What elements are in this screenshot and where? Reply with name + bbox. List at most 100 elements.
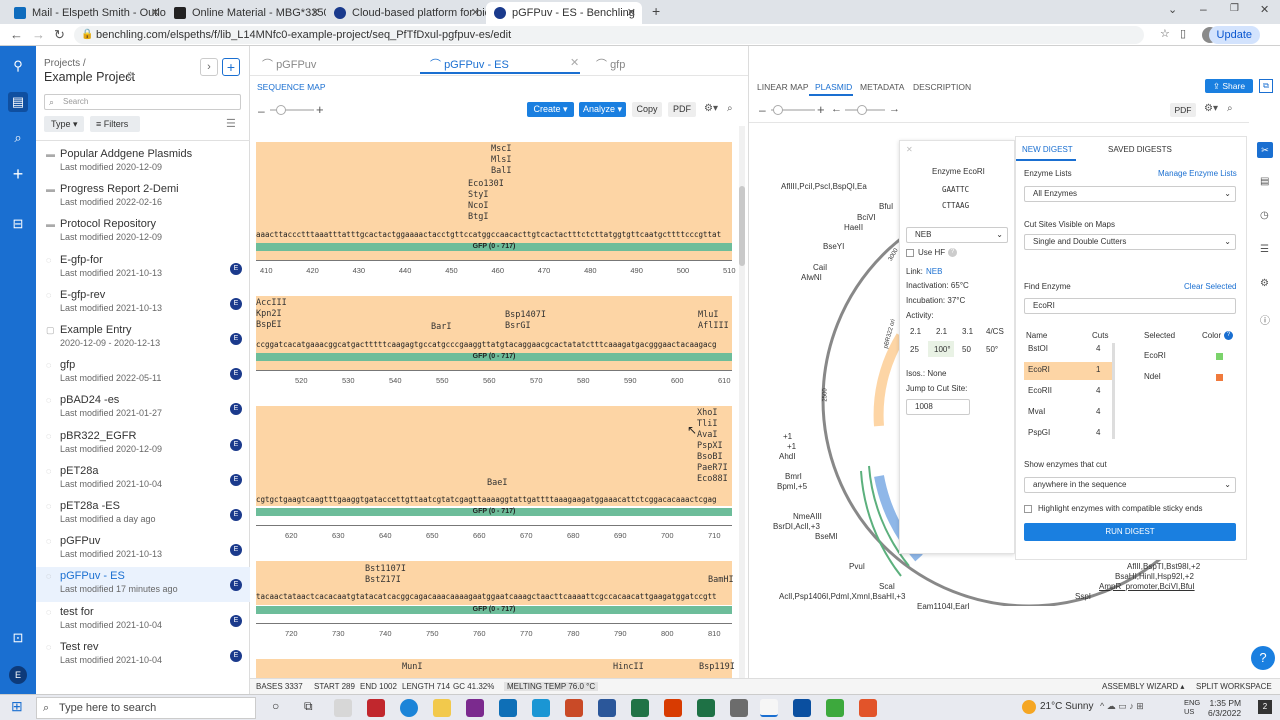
settings-icon[interactable]: ⚙ <box>1260 278 1269 289</box>
enzyme-labels[interactable]: HincII <box>613 662 644 672</box>
skype-icon[interactable] <box>532 699 550 717</box>
onenote-icon[interactable] <box>466 699 484 717</box>
url-field[interactable]: 🔒 benchling.com/elspeths/f/lib_L14MNfc0-… <box>74 26 1144 44</box>
projects-icon[interactable]: ▤ <box>8 92 28 112</box>
rotation-slider-handle[interactable] <box>857 105 867 115</box>
list-icon[interactable]: ▤ <box>1260 176 1270 187</box>
close-icon[interactable]: ✕ <box>310 7 320 19</box>
project-list-item[interactable]: ◌ pGFPuv Last modified 2021-10-13 E <box>36 532 250 567</box>
enzyme-cut-label[interactable]: NmeAIII <box>793 512 822 521</box>
enzyme-labels[interactable]: BamHI <box>708 575 734 585</box>
project-list-item[interactable]: ◌ Test rev Last modified 2021-10-04 E <box>36 638 250 673</box>
digest-icon[interactable]: ✂ <box>1257 142 1273 158</box>
entry-badge[interactable]: E <box>230 333 242 345</box>
create-button[interactable]: Create ▾ <box>527 102 574 117</box>
project-list-item[interactable]: ◌ gfp Last modified 2022-05-11 E <box>36 356 250 391</box>
maximize-icon[interactable]: ❐ <box>1230 3 1239 14</box>
ori-feature[interactable] <box>873 333 906 427</box>
help-icon[interactable]: ? <box>1224 331 1233 340</box>
enzyme-cut-label[interactable]: AflIII,PciI,PscI,BspQI,Ea <box>781 182 867 191</box>
highlight-checkbox[interactable] <box>1024 505 1032 513</box>
project-list-item[interactable]: ▬ Popular Addgene Plasmids Last modified 2… <box>36 145 250 180</box>
enzyme-cut-label[interactable]: BseYI <box>823 242 845 251</box>
enzyme-labels[interactable]: AccIII Kpn2I BspEI <box>256 298 287 330</box>
benchling-logo-icon[interactable]: ⚲ <box>13 58 23 73</box>
enzyme-list-select[interactable]: All Enzymes ⌄ <box>1024 186 1236 202</box>
zoom-out-icon[interactable]: – <box>258 104 265 118</box>
enzyme-row[interactable]: PspGI 4 <box>1024 425 1112 443</box>
apps-icon[interactable]: ⊡ <box>12 630 24 645</box>
help-chat-button[interactable]: ? <box>1251 646 1275 670</box>
search-icon[interactable]: ⌕ <box>727 103 733 114</box>
entry-badge[interactable]: E <box>230 403 242 416</box>
assembly-wizard-button[interactable]: ASSEMBLY WIZARD ▴ <box>1102 682 1185 691</box>
project-list-item[interactable]: ▬ Progress Report 2-Demi Last modified 202… <box>36 180 250 215</box>
tab-pgfpuv-es[interactable]: ⌒ pGFPuv - ES <box>430 59 509 71</box>
chrome-icon[interactable] <box>760 699 778 717</box>
manage-enzyme-lists-link[interactable]: Manage Enzyme Lists <box>1158 169 1237 178</box>
word-icon[interactable] <box>598 699 616 717</box>
taskbar-search-input[interactable]: ⌕ Type here to search <box>36 697 256 719</box>
windows-start-icon[interactable]: ⊞ <box>11 698 23 714</box>
zoom-slider[interactable] <box>771 109 815 111</box>
tab-saved-digests[interactable]: SAVED DIGESTS <box>1108 145 1172 154</box>
inbox-icon[interactable]: ⊟ <box>12 216 24 231</box>
sequence-bases[interactable]: tacaactataactcacacaatgtatacatcacggcagaca… <box>256 592 717 601</box>
lang-indicator[interactable]: ENG US <box>1184 698 1200 716</box>
sidepanel-icon[interactable]: ▯ <box>1180 28 1187 40</box>
clock[interactable]: 1:35 PM 6/3/2022 <box>1208 698 1241 718</box>
zoom-slider[interactable] <box>270 109 314 111</box>
close-icon[interactable]: ✕ <box>470 7 480 19</box>
sequence-bases[interactable]: cgtgctgaagtcaagtttgaaggtgataccettgttaatc… <box>256 495 717 504</box>
update-button[interactable]: Update <box>1208 26 1260 44</box>
enzyme-cut-label[interactable]: BseMI <box>815 532 838 541</box>
project-list-item[interactable]: ▬ Protocol Repository Last modified 2020-1… <box>36 215 250 250</box>
scrollbar[interactable] <box>739 126 745 686</box>
tab-new-digest[interactable]: NEW DIGEST <box>1022 145 1073 154</box>
task-view-icon[interactable]: ⧉ <box>304 699 313 713</box>
gfp-feature-bar[interactable]: GFP (0 - 717) <box>256 243 732 251</box>
project-list-item[interactable]: ◌ test for Last modified 2021-10-04 E <box>36 603 250 638</box>
create-icon[interactable]: + <box>12 164 24 184</box>
pdf-icon[interactable] <box>664 699 682 717</box>
media-player-icon[interactable] <box>334 699 352 717</box>
search-input[interactable]: ⌕ Search <box>44 94 241 110</box>
edge-icon[interactable] <box>400 699 418 717</box>
info-icon[interactable]: ⓘ <box>1260 316 1270 327</box>
sort-icon[interactable]: ☰ <box>226 118 236 130</box>
camtasia-icon[interactable] <box>826 699 844 717</box>
new-tab-icon[interactable]: + <box>652 3 661 19</box>
analyze-button[interactable]: Analyze ▾ <box>579 102 626 117</box>
project-list-item[interactable]: ◌ pET28a Last modified 2021-10-04 E <box>36 462 250 497</box>
zoom-app-icon[interactable] <box>793 699 811 717</box>
color-swatch[interactable] <box>1216 374 1223 381</box>
tab-gfp[interactable]: ⌒ gfp <box>596 59 626 71</box>
history-icon[interactable]: ◷ <box>1260 210 1269 221</box>
entry-badge[interactable]: E <box>230 544 242 557</box>
add-button[interactable]: + <box>222 58 240 76</box>
jump-input[interactable]: 1008 <box>906 399 970 415</box>
enzyme-labels[interactable]: BaeI <box>487 478 508 488</box>
expand-icon[interactable]: › <box>200 58 218 76</box>
settings-icon[interactable]: ⚙▾ <box>704 103 718 114</box>
run-digest-button[interactable]: RUN DIGEST <box>1024 523 1236 541</box>
project-list-item[interactable]: ◌ E-gfp-for Last modified 2021-10-13 E <box>36 251 250 286</box>
entry-badge[interactable]: E <box>230 649 242 662</box>
settings-icon[interactable]: ⚙▾ <box>1204 103 1218 114</box>
enzyme-row[interactable]: BstOI 4 <box>1024 341 1112 359</box>
enzyme-cut-label[interactable]: BsrDI,AclI,+3 <box>773 522 820 531</box>
scrollbar-thumb[interactable] <box>739 186 745 266</box>
entry-badge[interactable]: E <box>230 579 242 592</box>
enzyme-cut-label[interactable]: HaeII <box>844 223 864 232</box>
zoom-slider-handle[interactable] <box>276 105 286 115</box>
copy-button[interactable]: Copy <box>632 102 662 117</box>
tab-search-icon[interactable]: ⌄ <box>1168 4 1178 16</box>
entry-badge[interactable]: E <box>230 509 242 521</box>
pdf-button[interactable]: PDF <box>1170 103 1196 117</box>
reload-icon[interactable]: ↻ <box>54 27 65 42</box>
type-filter-button[interactable]: Type ▾ <box>44 116 84 132</box>
pdf-button[interactable]: PDF <box>668 102 696 117</box>
zoom-in-icon[interactable]: + <box>316 102 324 117</box>
enzyme-cut-label[interactable]: ScaI <box>879 582 896 591</box>
enzyme-cut-label[interactable]: +1 <box>783 432 793 441</box>
